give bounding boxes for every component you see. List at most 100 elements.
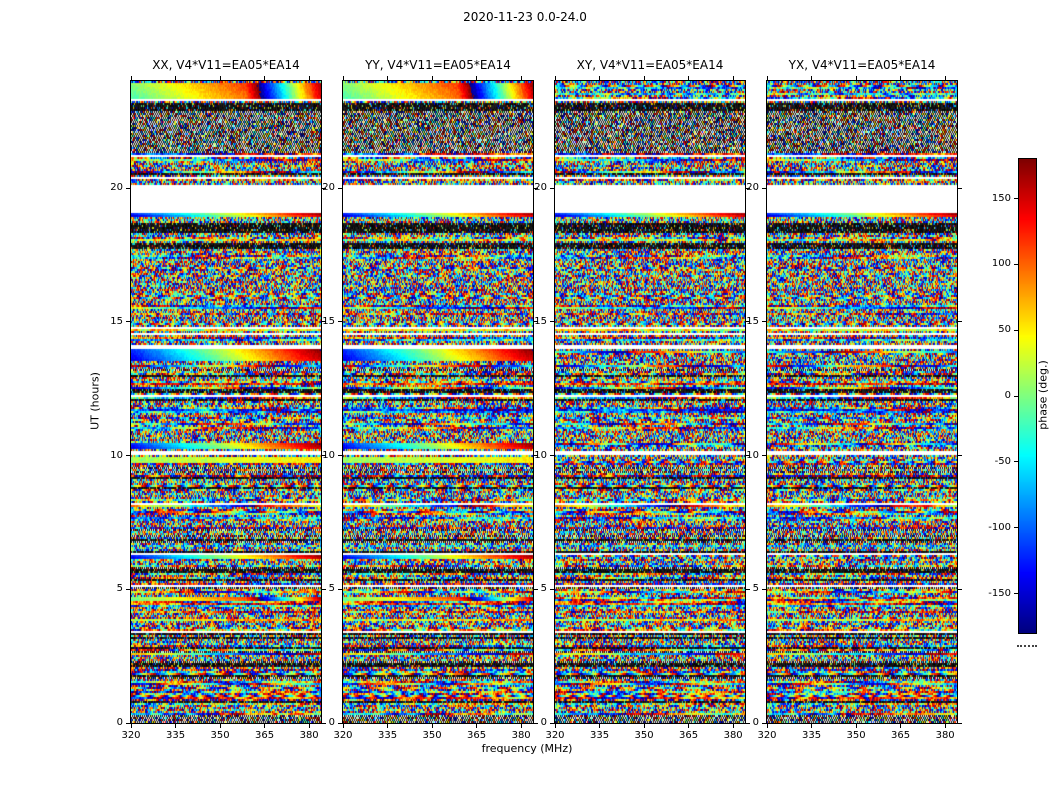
heatmap-panel-yx: YX, V4*V11=EA05*EA14 320 335 350 365 380 0 5 1…: [746, 58, 962, 741]
colorbar-label: phase (deg.): [1036, 360, 1050, 430]
y-tick-mark: [534, 321, 538, 323]
x-tick-label: 335: [377, 730, 398, 741]
colorbar-tick-mark: [1014, 263, 1019, 265]
y-tick-mark: [958, 187, 962, 189]
panel-title: YX, V4*V11=EA05*EA14: [788, 58, 936, 72]
y-tick-label: 0: [752, 717, 759, 728]
x-tick-mark: [387, 76, 389, 80]
x-tick-label: 320: [545, 730, 565, 741]
x-tick-mark: [476, 76, 478, 80]
heatmap-panel-xx: XX, V4*V11=EA05*EA14 320 335 350 365 380 0 5 1…: [110, 58, 326, 741]
x-tick-mark: [599, 76, 601, 80]
colorbar-tick-label: -150: [988, 587, 1011, 599]
colorbar-extend-dotted: [1017, 645, 1037, 647]
colorbar-tick-mark: [1014, 593, 1019, 594]
y-tick-mark: [958, 588, 962, 590]
x-tick-mark: [688, 76, 690, 80]
x-tick-label: 350: [846, 730, 866, 741]
y-tick-mark: [746, 187, 750, 189]
y-tick-mark: [762, 588, 766, 590]
x-tick-mark: [554, 76, 556, 80]
y-tick-mark: [126, 588, 130, 590]
colorbar-ticks: 150 100 50 0 -50 -100 -150: [988, 159, 1036, 633]
y-tick-label: 20: [746, 182, 759, 193]
x-tick-mark: [766, 724, 768, 728]
x-tick-mark: [264, 724, 266, 728]
y-tick-label: 0: [540, 717, 547, 728]
colorbar-tick-mark: [1014, 395, 1019, 397]
panel-title: XX, V4*V11=EA05*EA14: [152, 58, 300, 72]
y-tick-label: 0: [116, 717, 123, 728]
x-tick-mark: [855, 76, 857, 80]
colorbar-tick-label: 150: [991, 192, 1011, 204]
x-tick-mark: [264, 76, 266, 80]
x-tick-label: 335: [589, 730, 610, 741]
y-tick-label: 20: [322, 182, 335, 193]
y-tick-mark: [338, 455, 342, 456]
plot-frame: [766, 80, 958, 724]
x-tick-label: 350: [422, 730, 442, 741]
y-tick-mark: [126, 455, 130, 456]
plot-frame: [130, 80, 322, 724]
y-tick-label: 0: [328, 717, 335, 728]
y-tick-mark: [338, 187, 342, 189]
x-tick-mark: [219, 76, 221, 80]
y-tick-label: 20: [110, 182, 123, 193]
colorbar-tick-mark: [1014, 329, 1019, 331]
x-tick-mark: [219, 724, 221, 728]
x-tick-mark: [732, 76, 734, 80]
y-tick-mark: [762, 455, 766, 456]
x-tick-mark: [811, 724, 813, 728]
y-tick-label: 15: [746, 315, 759, 327]
x-tick-mark: [688, 724, 690, 728]
y-tick-label: 15: [110, 315, 123, 327]
panel-title: YY, V4*V11=EA05*EA14: [365, 58, 511, 72]
y-tick-mark: [958, 722, 962, 724]
heatmap-canvas: [555, 81, 745, 723]
y-tick-label: 10: [110, 449, 123, 461]
colorbar-tick-label: 100: [991, 258, 1011, 270]
heatmap-canvas: [343, 81, 533, 723]
heatmap-canvas: [767, 81, 957, 723]
y-tick-label: 5: [116, 583, 123, 595]
panel-title: XY, V4*V11=EA05*EA14: [576, 58, 724, 72]
figure-title: 2020-11-23 0.0-24.0: [463, 10, 587, 24]
x-tick-mark: [599, 724, 601, 728]
colorbar-tick-mark: [1014, 527, 1019, 529]
y-tick-mark: [126, 187, 130, 189]
x-tick-label: 350: [210, 730, 230, 741]
x-tick-mark: [643, 724, 645, 728]
y-tick-mark: [322, 455, 326, 456]
y-tick-mark: [550, 187, 554, 189]
x-tick-mark: [732, 724, 734, 728]
colorbar-tick-label: 0: [1004, 390, 1011, 401]
y-tick-mark: [958, 455, 962, 456]
y-tick-label: 5: [540, 583, 547, 595]
y-tick-mark: [762, 722, 766, 724]
x-tick-mark: [175, 76, 177, 80]
x-tick-mark: [643, 76, 645, 80]
x-tick-label: 320: [757, 730, 777, 741]
x-tick-mark: [554, 724, 556, 728]
x-tick-label: 380: [299, 730, 319, 741]
x-tick-label: 335: [801, 730, 822, 741]
heatmap-panel-yy: YY, V4*V11=EA05*EA14 320 335 350 365 380 0 5 1…: [322, 58, 538, 741]
y-tick-label: 20: [534, 182, 547, 193]
x-tick-mark: [431, 76, 433, 80]
y-tick-mark: [550, 722, 554, 724]
x-tick-mark: [944, 76, 946, 80]
x-tick-label: 335: [165, 730, 186, 741]
x-tick-mark: [387, 724, 389, 728]
y-tick-label: 10: [534, 449, 547, 461]
colorbar-frame: 150 100 50 0 -50 -100 -150: [988, 158, 1037, 634]
x-tick-mark: [308, 724, 310, 728]
y-tick-mark: [534, 187, 538, 189]
x-tick-mark: [130, 724, 132, 728]
y-tick-mark: [126, 321, 130, 323]
x-tick-mark: [175, 724, 177, 728]
y-tick-label: 15: [322, 315, 335, 327]
colorbar-tick-label: -50: [994, 455, 1011, 467]
colorbar-tick-mark: [1014, 198, 1019, 199]
y-tick-mark: [126, 722, 130, 724]
